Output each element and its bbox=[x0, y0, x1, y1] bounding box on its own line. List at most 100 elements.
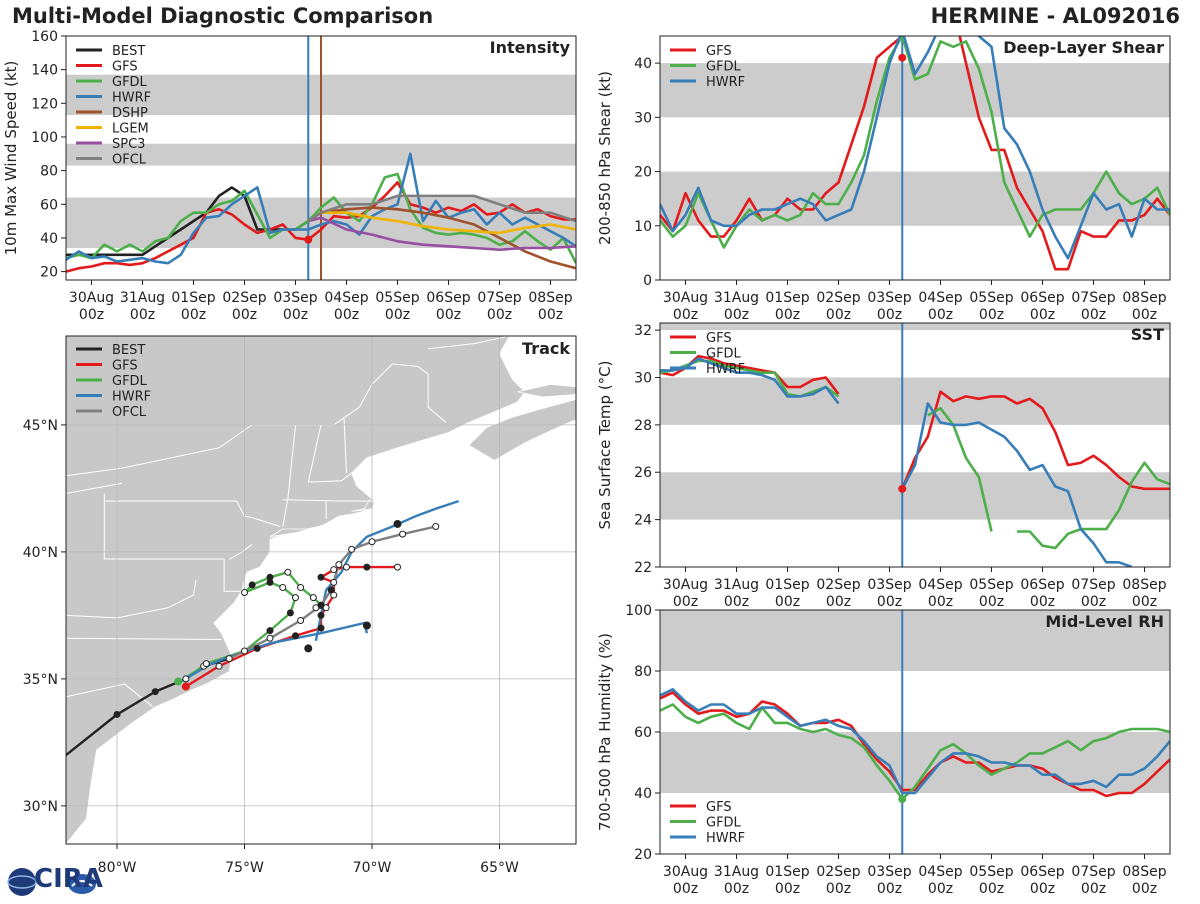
x-tick-label: 02Sep bbox=[816, 577, 860, 593]
plot-area bbox=[660, 610, 1170, 854]
y-tick-label: 10 bbox=[634, 219, 652, 235]
map-area bbox=[66, 336, 576, 844]
lon-tick-label: 80°W bbox=[98, 860, 137, 876]
x-tick-sublabel: 00z bbox=[232, 307, 257, 323]
legend-label: GFDL bbox=[706, 347, 742, 362]
panel-track: 80°W 75°W 70°W 65°W 30°N 35°N 40°N 45°N Track BES… bbox=[23, 335, 577, 876]
x-tick-sublabel: 00z bbox=[1132, 594, 1157, 610]
x-tick-sublabel: 00z bbox=[181, 307, 206, 323]
x-tick-sublabel: 00z bbox=[334, 307, 359, 323]
x-tick-label: 05Sep bbox=[969, 290, 1013, 306]
legend-label: BEST bbox=[112, 343, 145, 358]
y-tick-label: 100 bbox=[625, 603, 652, 619]
track-point bbox=[266, 573, 274, 581]
track-point bbox=[279, 583, 287, 591]
legend-label: HWRF bbox=[112, 390, 151, 405]
panel-title: Mid-Level RH bbox=[1045, 612, 1164, 631]
panel-sst: 22242628303230Aug00z31Aug00z01Sep00z02Se… bbox=[596, 322, 1171, 610]
track-point bbox=[182, 675, 190, 683]
series-line-dshp bbox=[307, 206, 576, 270]
x-tick-label: 01Sep bbox=[765, 577, 809, 593]
shaded-band bbox=[660, 377, 1170, 425]
track-point bbox=[394, 563, 401, 571]
track-marker-gfs bbox=[181, 682, 190, 691]
series-line-hwrf bbox=[660, 357, 840, 405]
legend-label: OFCL bbox=[112, 153, 147, 168]
x-tick-label: 08Sep bbox=[1122, 864, 1166, 880]
x-tick-sublabel: 00z bbox=[487, 307, 512, 323]
x-tick-sublabel: 00z bbox=[130, 307, 155, 323]
x-tick-label: 04Sep bbox=[918, 577, 962, 593]
track-point bbox=[113, 710, 121, 718]
series-line-hwrf bbox=[660, 687, 1170, 795]
y-axis-label: 700-500 hPa Humidity (%) bbox=[596, 633, 614, 831]
y-tick-label: 140 bbox=[31, 63, 58, 79]
track-point bbox=[348, 545, 356, 553]
state-border bbox=[308, 472, 352, 483]
track-point bbox=[241, 647, 248, 655]
y-tick-label: 80 bbox=[40, 164, 58, 180]
panel-shear: 01020304030Aug00z31Aug00z01Sep00z02Sep00… bbox=[596, 35, 1171, 323]
plot-area bbox=[66, 36, 576, 280]
x-tick-label: 31Aug bbox=[120, 290, 165, 306]
x-tick-sublabel: 00z bbox=[1030, 881, 1055, 897]
x-tick-label: 02Sep bbox=[222, 290, 266, 306]
land-long-island bbox=[269, 524, 324, 538]
x-tick-label: 05Sep bbox=[969, 864, 1013, 880]
x-tick-label: 02Sep bbox=[816, 290, 860, 306]
lat-tick-label: 35°N bbox=[23, 672, 58, 688]
x-tick-label: 04Sep bbox=[324, 290, 368, 306]
state-border bbox=[104, 558, 244, 592]
y-tick-label: 80 bbox=[634, 664, 652, 680]
x-tick-sublabel: 00z bbox=[979, 881, 1004, 897]
track-point bbox=[327, 586, 335, 594]
legend-label: GFS bbox=[112, 359, 138, 374]
x-tick-sublabel: 00z bbox=[1081, 881, 1106, 897]
series-line-gfdl bbox=[660, 36, 1170, 249]
x-tick-sublabel: 00z bbox=[826, 307, 851, 323]
cira-logo: CIRA bbox=[4, 864, 114, 900]
lat-tick-label: 30°N bbox=[23, 799, 58, 815]
plot-area bbox=[660, 36, 1170, 280]
x-tick-label: 03Sep bbox=[867, 577, 911, 593]
legend-label: GFDL bbox=[112, 374, 148, 389]
track-point bbox=[253, 644, 261, 652]
x-tick-sublabel: 00z bbox=[1132, 881, 1157, 897]
panel-rh: 2040608010030Aug00z31Aug00z01Sep00z02Sep… bbox=[596, 603, 1171, 897]
track-point bbox=[286, 609, 294, 617]
lon-tick-label: 75°W bbox=[225, 860, 264, 876]
x-tick-label: 30Aug bbox=[663, 577, 708, 593]
x-tick-label: 30Aug bbox=[663, 864, 708, 880]
track-point bbox=[292, 632, 299, 640]
track-point bbox=[317, 573, 325, 581]
storm-id: HERMINE - AL092016 bbox=[930, 4, 1180, 28]
series-line-lgem bbox=[307, 211, 576, 235]
axes-frame bbox=[65, 35, 577, 281]
shaded-band bbox=[660, 472, 1170, 520]
legend-label: BEST bbox=[112, 44, 145, 59]
legend-label: DSHP bbox=[112, 106, 148, 121]
x-tick-sublabel: 00z bbox=[673, 594, 698, 610]
x-tick-label: 03Sep bbox=[867, 290, 911, 306]
lat-tick-label: 45°N bbox=[23, 418, 58, 434]
x-tick-sublabel: 00z bbox=[673, 881, 698, 897]
track-point bbox=[225, 655, 233, 663]
track-point bbox=[368, 538, 376, 546]
series-line-ofcl bbox=[307, 194, 576, 223]
x-tick-sublabel: 00z bbox=[928, 881, 953, 897]
x-tick-sublabel: 00z bbox=[877, 594, 902, 610]
x-tick-label: 02Sep bbox=[816, 864, 860, 880]
marker-gfs bbox=[898, 53, 907, 62]
lon-tick-label: 65°W bbox=[480, 860, 519, 876]
series-line-spc3 bbox=[307, 216, 576, 251]
x-tick-sublabel: 00z bbox=[928, 307, 953, 323]
y-tick-label: 0 bbox=[643, 273, 652, 289]
state-border bbox=[66, 482, 123, 494]
x-tick-label: 06Sep bbox=[1020, 290, 1064, 306]
state-border bbox=[66, 579, 197, 619]
x-tick-label: 06Sep bbox=[426, 290, 470, 306]
y-tick-label: 40 bbox=[634, 786, 652, 802]
x-tick-sublabel: 00z bbox=[724, 881, 749, 897]
y-tick-label: 100 bbox=[31, 130, 58, 146]
x-tick-label: 05Sep bbox=[375, 290, 419, 306]
